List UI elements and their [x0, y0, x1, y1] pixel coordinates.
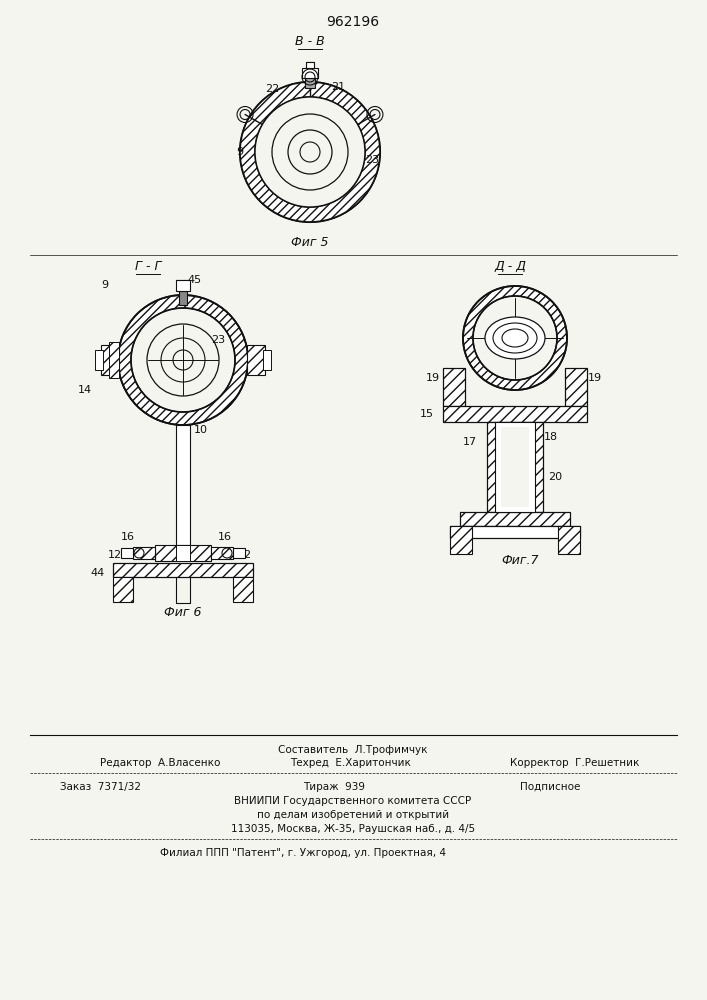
- Bar: [113, 563, 253, 577]
- Text: 9: 9: [236, 147, 244, 157]
- Text: Редактор  А.Власенко: Редактор А.Власенко: [100, 758, 221, 768]
- Text: 18: 18: [544, 432, 558, 442]
- Bar: [306, 62, 314, 68]
- Text: Фиг 6: Фиг 6: [164, 606, 201, 619]
- Text: 9: 9: [101, 280, 109, 290]
- Text: Фиг.7: Фиг.7: [501, 554, 539, 566]
- Text: ВНИИПИ Государственного комитета СССР: ВНИИПИ Государственного комитета СССР: [235, 796, 472, 806]
- Bar: [247, 345, 265, 375]
- Text: 12: 12: [238, 550, 252, 560]
- Circle shape: [240, 82, 380, 222]
- Bar: [211, 547, 233, 559]
- Text: Техред  Е.Харитончик: Техред Е.Харитончик: [290, 758, 411, 768]
- Text: 20: 20: [548, 472, 562, 482]
- Text: Корректор  Г.Решетник: Корректор Г.Решетник: [510, 758, 639, 768]
- Text: Составитель  Л.Трофимчук: Составитель Л.Трофимчук: [279, 745, 428, 755]
- Bar: [443, 368, 465, 406]
- Text: 16: 16: [121, 532, 135, 542]
- Text: 21: 21: [331, 82, 345, 92]
- Text: 12: 12: [108, 550, 122, 560]
- Text: Подписное: Подписное: [520, 782, 580, 792]
- Bar: [443, 406, 587, 422]
- Text: 22: 22: [265, 84, 279, 94]
- Bar: [501, 427, 529, 507]
- Circle shape: [255, 97, 365, 207]
- Bar: [233, 548, 245, 558]
- Text: Заказ  7371/32: Заказ 7371/32: [60, 782, 141, 792]
- Bar: [155, 545, 211, 561]
- Text: 45: 45: [188, 275, 202, 285]
- Bar: [176, 545, 190, 561]
- Text: 11: 11: [181, 548, 195, 558]
- Text: 19: 19: [426, 373, 440, 383]
- Bar: [121, 548, 133, 558]
- Text: Филиал ППП "Патент", г. Ужгород, ул. Проектная, 4: Филиал ППП "Патент", г. Ужгород, ул. Про…: [160, 848, 446, 858]
- Bar: [558, 526, 580, 554]
- Bar: [305, 78, 315, 88]
- Text: 113035, Москва, Ж-35, Раушская наб., д. 4/5: 113035, Москва, Ж-35, Раушская наб., д. …: [231, 824, 475, 834]
- Text: Г - Г: Г - Г: [135, 260, 161, 273]
- Text: 15: 15: [420, 409, 434, 419]
- Bar: [101, 345, 119, 375]
- Text: по делам изобретений и открытий: по делам изобретений и открытий: [257, 810, 449, 820]
- Text: 17: 17: [463, 437, 477, 447]
- Ellipse shape: [493, 323, 537, 353]
- Bar: [176, 280, 190, 291]
- Text: 962196: 962196: [327, 15, 380, 29]
- Text: 10: 10: [194, 425, 208, 435]
- Ellipse shape: [502, 329, 528, 347]
- Text: Д - Д: Д - Д: [494, 260, 526, 273]
- Text: В - В: В - В: [295, 35, 325, 48]
- Bar: [133, 547, 155, 559]
- Bar: [302, 68, 318, 78]
- Bar: [487, 422, 543, 512]
- Text: Тираж  939: Тираж 939: [303, 782, 365, 792]
- Bar: [176, 425, 190, 545]
- Bar: [95, 350, 103, 370]
- Bar: [450, 526, 580, 538]
- Text: 44: 44: [91, 568, 105, 578]
- Bar: [565, 368, 587, 406]
- Ellipse shape: [485, 317, 545, 359]
- Bar: [109, 342, 119, 378]
- Text: 13: 13: [246, 367, 260, 377]
- Text: Фиг 5: Фиг 5: [291, 235, 329, 248]
- Bar: [450, 526, 472, 554]
- Bar: [179, 291, 187, 305]
- Bar: [233, 577, 253, 602]
- Text: 23: 23: [211, 335, 225, 345]
- Bar: [113, 577, 133, 602]
- Text: 19: 19: [588, 373, 602, 383]
- Text: 14: 14: [78, 385, 92, 395]
- Text: 23: 23: [365, 155, 379, 165]
- Bar: [263, 350, 271, 370]
- Bar: [495, 422, 535, 512]
- Bar: [460, 512, 570, 526]
- Text: 16: 16: [218, 532, 232, 542]
